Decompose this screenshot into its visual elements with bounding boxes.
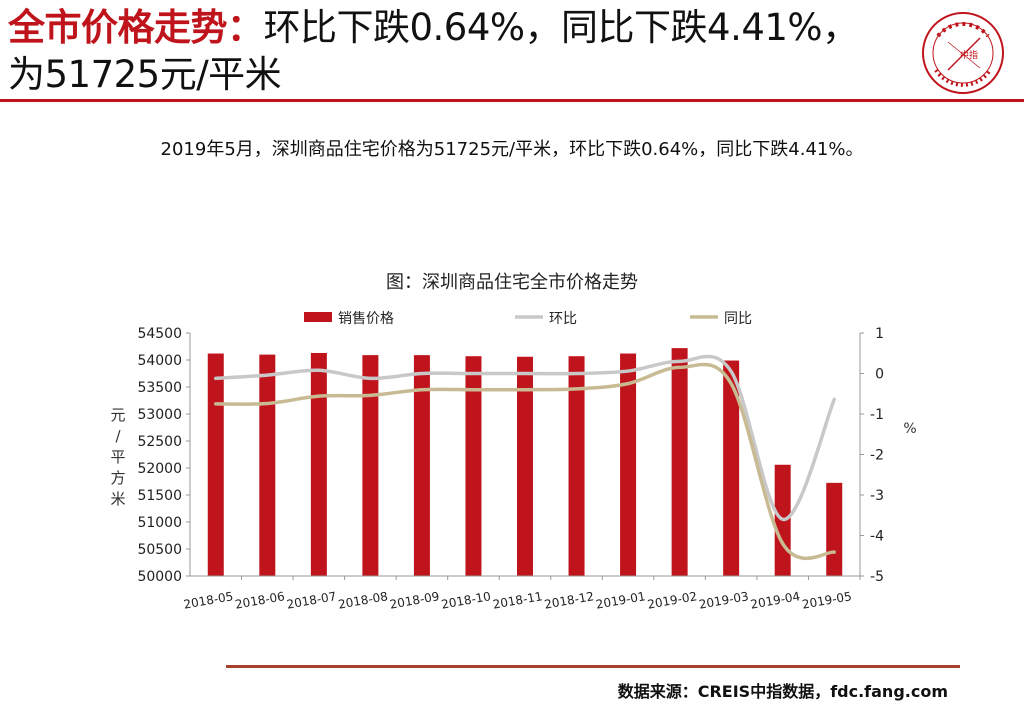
page-headline: 全市价格走势：环比下跌0.64%，同比下跌4.41%，为51725元/平米 xyxy=(8,4,888,98)
headline-text: 环比下跌0.64%，同比下跌4.41%，为51725元/平米 xyxy=(8,6,859,96)
y2-tick-label: -5 xyxy=(870,569,884,585)
bar-price xyxy=(465,356,482,576)
bar-price xyxy=(413,355,430,576)
y-tick-label: 52500 xyxy=(137,434,182,450)
y2-tick-label: 0 xyxy=(875,367,884,383)
logo-center-text: 中指 xyxy=(960,49,978,61)
legend-label: 环比 xyxy=(549,311,577,327)
bar-series xyxy=(207,348,843,576)
bar-price xyxy=(517,356,533,576)
line-yoy xyxy=(214,362,836,560)
x-tick-label: 2018-05 xyxy=(182,589,234,611)
x-tick-label: 2018-09 xyxy=(389,589,441,611)
x-tick-label: 2019-05 xyxy=(801,589,853,611)
y2-tick-label: 1 xyxy=(875,326,884,342)
x-tick-label: 2018-11 xyxy=(492,589,544,611)
legend-swatch-price xyxy=(304,312,332,322)
y2-tick-label: -2 xyxy=(870,448,884,464)
bar-price xyxy=(207,353,224,576)
summary-text: 2019年5月，深圳商品住宅价格为51725元/平米，环比下跌0.64%，同比下… xyxy=(160,139,864,160)
footer-rule xyxy=(226,665,960,668)
y-tick-label: 51000 xyxy=(137,515,182,531)
bar-price xyxy=(568,356,585,576)
y-axis-label-char: 方 xyxy=(110,469,125,487)
bar-price xyxy=(671,348,688,576)
x-tick-label: 2018-12 xyxy=(543,589,595,611)
legend-label: 同比 xyxy=(724,311,752,327)
bar-price xyxy=(826,482,843,576)
y-tick-label: 54500 xyxy=(137,326,182,342)
bar-price xyxy=(723,360,740,576)
chart-axes: 50000 50500 51000 51500 52000 52500 53000 53500… xyxy=(110,326,916,612)
y-tick-label: 52000 xyxy=(137,461,182,477)
bar-price xyxy=(620,353,637,576)
data-source: 数据来源：CREIS中指数据，fdc.fang.com xyxy=(617,682,948,701)
legend-label: 销售价格 xyxy=(338,311,394,327)
x-tick-label: 2019-03 xyxy=(698,589,750,611)
y-tick-label: 50000 xyxy=(137,569,182,585)
bar-price xyxy=(259,354,276,576)
y2-axis-label: % xyxy=(903,421,916,437)
x-tick-label: 2019-01 xyxy=(595,589,647,611)
chart-title: 图：深圳商品住宅全市价格走势 xyxy=(386,272,638,293)
y2-tick-label: -1 xyxy=(870,407,884,423)
bar-price xyxy=(362,355,379,576)
price-trend-chart: 销售价格 环比 同比 5000050500510005150052000525005… xyxy=(110,311,916,612)
headline-label: 全市价格走势： xyxy=(8,6,264,49)
x-tick-label: 2019-04 xyxy=(749,589,801,611)
y-tick-label: 51500 xyxy=(137,488,182,504)
china-index-academy-seal-icon: 中指 xyxy=(922,12,1004,94)
y-tick-label: 53500 xyxy=(137,380,182,396)
chart-legend: 销售价格 环比 同比 xyxy=(304,311,752,327)
line-mom xyxy=(214,354,836,522)
x-tick-label: 2018-10 xyxy=(440,589,492,611)
y-axis-label-char: 米 xyxy=(110,490,125,508)
y-tick-label: 50500 xyxy=(137,542,182,558)
x-tick-label: 2018-07 xyxy=(286,589,338,611)
y-tick-label: 54000 xyxy=(137,353,182,369)
y2-tick-label: -3 xyxy=(870,488,884,504)
x-tick-label: 2018-06 xyxy=(234,589,286,611)
x-tick-label: 2018-08 xyxy=(337,589,389,611)
x-tick-label: 2019-02 xyxy=(646,589,698,611)
y-axis-label-char: / xyxy=(115,427,121,445)
y-axis-label-char: 元 xyxy=(110,406,125,424)
bar-price xyxy=(310,352,327,576)
y-tick-label: 53000 xyxy=(137,407,182,423)
y-axis-label-char: 平 xyxy=(110,448,125,466)
line-series xyxy=(214,354,836,560)
y2-tick-label: -4 xyxy=(870,529,884,545)
header-rule xyxy=(0,99,1024,102)
